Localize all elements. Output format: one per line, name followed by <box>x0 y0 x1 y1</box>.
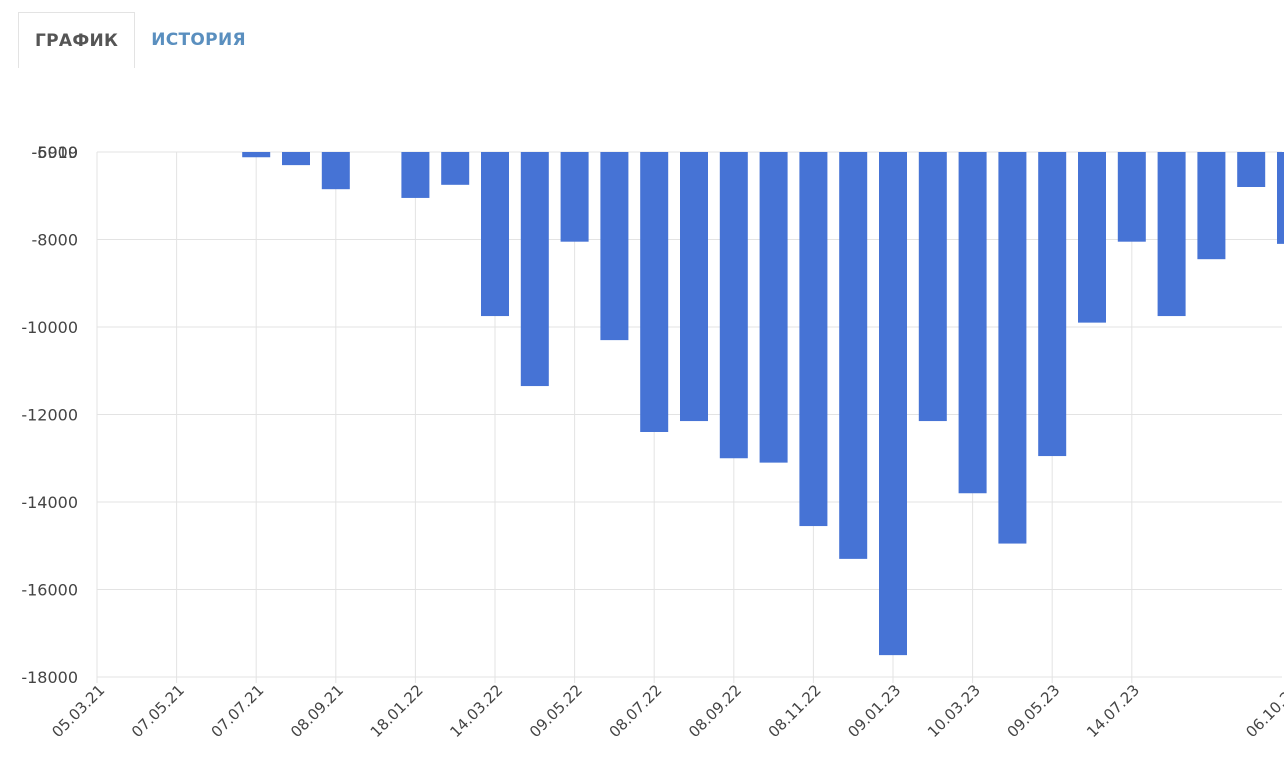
x-tick-label: 09.01.23 <box>844 681 904 741</box>
bar <box>719 152 748 459</box>
y-tick-label: -10000 <box>21 318 78 337</box>
bar <box>958 152 987 494</box>
x-tick-label: 08.09.21 <box>287 681 347 741</box>
x-tick-label: 07.07.21 <box>208 681 268 741</box>
bar <box>680 152 708 422</box>
bar <box>282 152 310 166</box>
bar <box>520 152 549 387</box>
bar <box>1078 152 1106 323</box>
bar <box>879 152 907 656</box>
bar <box>998 152 1027 544</box>
x-tick-label: 14.07.23 <box>1083 681 1143 741</box>
bar <box>242 152 271 158</box>
tab-chart[interactable]: ГРАФИК <box>18 12 136 68</box>
bar <box>1038 152 1067 457</box>
bar <box>321 152 350 190</box>
bar <box>839 152 868 559</box>
bar <box>1197 152 1226 260</box>
y-tick-label: -16000 <box>21 581 78 600</box>
y-tick-label-top: -5919 <box>32 143 79 162</box>
bar <box>1277 152 1284 244</box>
x-tick-label: 14.03.22 <box>446 681 506 741</box>
bar <box>918 152 947 422</box>
x-tick-label: 09.05.23 <box>1004 681 1064 741</box>
bar <box>640 152 669 432</box>
x-tick-label: 10.03.23 <box>924 681 984 741</box>
y-tick-label: -8000 <box>32 231 79 250</box>
bar <box>481 152 509 317</box>
tab-bar: ГРАФИК ИСТОРИЯ <box>18 12 262 70</box>
bar <box>600 152 629 341</box>
bar <box>1157 152 1186 317</box>
x-tick-label: 06.10.23 <box>1242 681 1284 741</box>
bar <box>1117 152 1146 242</box>
tab-history[interactable]: ИСТОРИЯ <box>151 30 246 50</box>
y-tick-label: -14000 <box>21 493 78 512</box>
bar <box>799 152 828 527</box>
x-axis-ticks: 05.03.21 07.05.21 07.07.21 08.09.21 18.01.22… <box>48 681 1284 741</box>
bar <box>401 152 430 198</box>
bar <box>560 152 589 242</box>
x-tick-label: 18.01.22 <box>367 681 427 741</box>
x-tick-label: 07.05.21 <box>128 681 188 741</box>
x-tick-label: 09.05.22 <box>526 681 586 741</box>
x-tick-label: 08.11.22 <box>765 681 825 741</box>
y-tick-label: -12000 <box>21 406 78 425</box>
bar <box>441 152 470 185</box>
x-tick-label: 05.03.21 <box>48 681 108 741</box>
y-axis-ticks: -18000 -16000 -14000 -12000 -10000 -8000 -5919… <box>21 143 78 687</box>
x-tick-label: 08.07.22 <box>606 681 666 741</box>
bar <box>759 152 788 463</box>
y-tick-label-top: -6000 <box>32 143 79 162</box>
y-tick-label: -18000 <box>21 668 78 687</box>
bar <box>1237 152 1266 187</box>
bars <box>242 152 1284 656</box>
x-tick-label: 08.09.22 <box>685 681 745 741</box>
